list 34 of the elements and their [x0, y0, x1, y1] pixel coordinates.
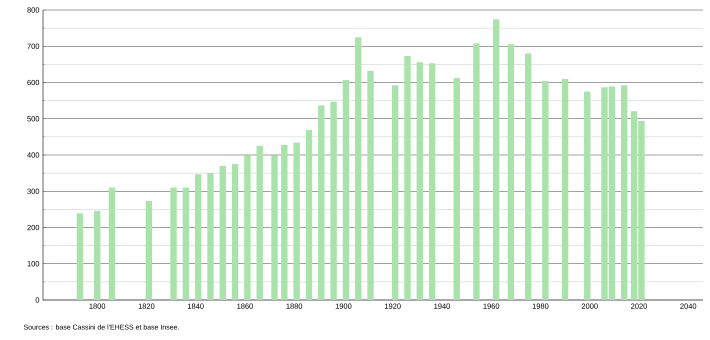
bar: [508, 44, 514, 300]
bar: [293, 142, 300, 300]
bar: [524, 54, 532, 300]
bar: [428, 63, 436, 300]
bar: [355, 37, 362, 300]
bar: [392, 85, 398, 300]
bar: [170, 188, 177, 300]
bar: [244, 155, 251, 300]
bar: [562, 78, 568, 300]
bar: [76, 213, 84, 300]
bar: [367, 70, 374, 300]
bar: [342, 80, 350, 300]
bar: [621, 85, 628, 300]
bar: [108, 188, 116, 300]
bar: [271, 155, 278, 300]
bar: [330, 102, 337, 300]
bar: [404, 56, 411, 300]
bar: [306, 130, 312, 300]
bar: [318, 105, 324, 300]
bar: [473, 43, 480, 300]
bar: [584, 92, 590, 300]
bar: [454, 78, 460, 300]
bar: [220, 166, 226, 300]
bar: [281, 144, 288, 300]
bar: [94, 210, 100, 300]
bar: [194, 174, 202, 300]
bar: [232, 164, 238, 300]
bar: [416, 62, 423, 300]
bar: [256, 146, 263, 300]
bar: [207, 173, 214, 300]
bar: [182, 188, 190, 300]
bar: [542, 81, 549, 300]
bar: [492, 19, 500, 300]
bar: [146, 201, 152, 300]
